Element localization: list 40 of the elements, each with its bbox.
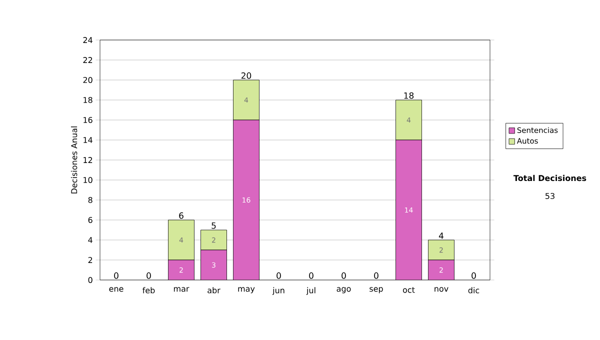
x-tick-label: feb [142, 287, 155, 294]
total-label: 18 [404, 92, 414, 99]
x-tick-label: sep [370, 287, 383, 294]
y-tick-label: 22 [83, 57, 92, 63]
y-tick-label: 20 [83, 76, 92, 84]
y-tick-label: 10 [84, 176, 92, 184]
total-label: 0 [309, 272, 314, 279]
total-label: 0 [472, 272, 476, 279]
x-tick-label: oct [402, 287, 415, 293]
total-label: 4 [438, 232, 444, 239]
y-tick-label: 6 [88, 216, 92, 224]
text: Total Decisiones [513, 174, 586, 182]
text: 53 [546, 192, 554, 200]
y-tick-label: 18 [84, 96, 92, 104]
x-tick-label: jul [306, 287, 316, 295]
y-tick-label: 12 [84, 157, 92, 163]
x-tick-label: nov [434, 287, 448, 292]
y-axis-title: Decisiones Anual [70, 126, 78, 194]
total-label: 0 [342, 272, 346, 279]
total-label: 5 [212, 222, 216, 229]
y-tick-label: 4 [88, 237, 92, 243]
y-tick-label: 16 [84, 116, 92, 124]
x-tick-label: ago [336, 287, 351, 294]
total-label: 0 [114, 272, 118, 279]
x-tick-label: ene [109, 287, 124, 292]
y-tick-label: 2 [88, 257, 92, 263]
x-tick-label: abr [208, 287, 220, 294]
x-tick-label: may [238, 287, 255, 294]
total-label: 0 [374, 272, 378, 279]
total-label: 0 [276, 272, 281, 279]
x-tick-label: jun [272, 287, 284, 295]
total-label: 6 [179, 212, 184, 219]
total-label: 0 [146, 272, 151, 279]
x-tick-label: mar [174, 287, 190, 292]
y-tick-label: 24 [83, 37, 92, 43]
y-tick-label: 0 [88, 276, 92, 284]
y-tick-label: 14 [84, 137, 92, 143]
x-tick-label: dic [468, 287, 480, 294]
y-tick-label: 8 [88, 196, 92, 204]
total-label: 20 [241, 72, 252, 79]
